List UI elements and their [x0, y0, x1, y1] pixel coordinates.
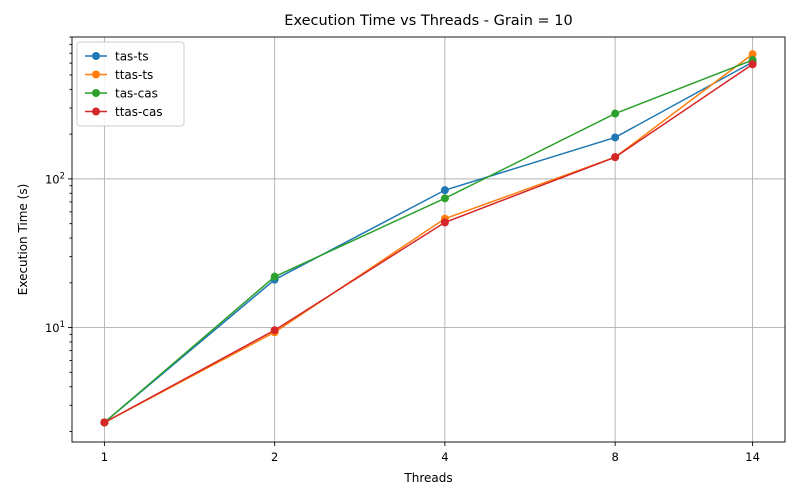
chart-title: Execution Time vs Threads - Grain = 10: [284, 13, 572, 29]
series-layer: [100, 50, 757, 427]
legend-label: ttas-cas: [115, 105, 163, 119]
legend-marker: [92, 89, 100, 97]
data-point: [611, 153, 620, 162]
plot-frame: [71, 36, 786, 443]
series-ttas-cas: [100, 60, 757, 427]
x-tick-label: 8: [611, 450, 618, 464]
legend: tas-ts ttas-ts tas-cas ttas-cas: [76, 41, 185, 127]
data-point: [611, 133, 620, 142]
y-axis-label: Execution Time (s): [16, 184, 30, 296]
legend-marker: [92, 52, 100, 60]
data-point: [270, 272, 279, 281]
legend-box: [76, 41, 185, 127]
ticks-layer: 1 2 4 8 14 101 102: [45, 36, 760, 464]
data-point: [748, 50, 757, 59]
x-tick-label: 1: [101, 450, 108, 464]
data-point: [100, 418, 109, 427]
data-point: [440, 194, 449, 203]
y-tick-label: 101: [45, 320, 65, 335]
data-point: [440, 186, 449, 195]
legend-marker: [92, 107, 100, 116]
x-tick-label: 14: [745, 450, 760, 464]
legend-marker: [92, 70, 100, 79]
data-point: [440, 218, 449, 227]
legend-label: ttas-ts: [115, 68, 153, 82]
legend-label: tas-ts: [115, 50, 149, 64]
data-point: [748, 60, 757, 69]
x-tick-label: 2: [271, 450, 278, 464]
y-tick-label: 102: [45, 171, 65, 186]
x-tick-label: 4: [441, 450, 448, 464]
data-point: [611, 109, 620, 118]
data-point: [270, 326, 279, 335]
x-axis-label: Threads: [403, 471, 452, 485]
legend-label: tas-cas: [115, 87, 158, 101]
